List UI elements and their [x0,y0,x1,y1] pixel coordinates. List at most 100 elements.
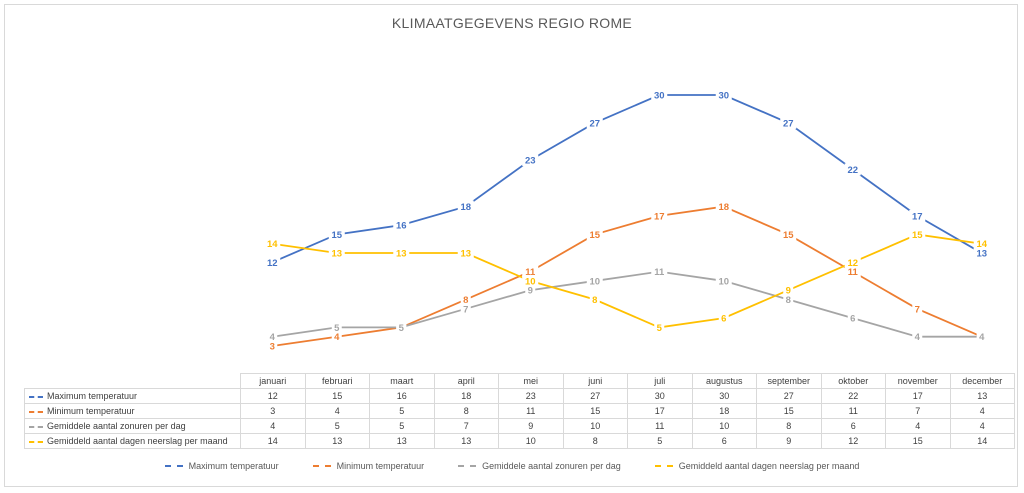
series-name: Maximum temperatuur [47,391,138,401]
svg-text:13: 13 [331,249,342,260]
svg-text:11: 11 [525,267,536,278]
legend-entry: Maximum temperatuur [164,461,279,471]
legend-label: Gemiddeld aantal dagen neerslag per maan… [678,461,860,471]
svg-text:8: 8 [463,295,468,306]
legend-key [654,465,673,467]
svg-text:7: 7 [915,304,920,315]
svg-text:10: 10 [589,276,600,287]
svg-text:8: 8 [592,295,597,306]
chart-title: KLIMAATGEGEVENS REGIO ROME [391,15,633,31]
table-cell: 11 [820,403,886,419]
data-label: 22 [844,163,861,176]
table-cell: 17 [627,403,693,419]
series-name-cell: Gemiddele aantal zonuren per dag [24,418,241,434]
data-table: januari februari maart april mei juni juli augu… [24,373,1015,449]
data-label: 4 [267,330,278,343]
data-label: 6 [718,312,729,325]
svg-text:4: 4 [334,332,340,343]
legend: Maximum temperatuur Minimum temperatuur Ge… [0,461,1024,471]
data-label: 5 [654,321,665,334]
svg-text:30: 30 [718,91,729,102]
legend-key [458,465,477,467]
svg-text:13: 13 [396,249,407,260]
data-label: 15 [909,228,926,241]
data-label: 30 [715,89,732,102]
svg-text:12: 12 [267,258,278,269]
table-cell: 15 [885,433,951,449]
table-cell: 13 [433,433,499,449]
data-label: 3 [267,340,278,353]
data-label: 10 [586,274,603,287]
table-header-row: januari februari maart april mei juni juli augu… [24,373,1015,389]
table-cell: 6 [820,418,886,434]
table-cell: 30 [627,388,693,404]
svg-text:15: 15 [589,230,600,241]
table-corner [24,373,241,389]
category-label: oktober [820,373,886,389]
category-label: augustus [691,373,757,389]
svg-text:16: 16 [396,221,407,232]
table-cell: 5 [369,418,435,434]
legend-entry: Minimum temperatuur [312,461,425,471]
table-cell: 5 [369,403,435,419]
data-label: 11 [651,265,668,278]
data-label: 13 [457,247,474,260]
svg-text:11: 11 [848,267,859,278]
legend-label: Minimum temperatuur [336,461,425,471]
legend-label: Gemiddele aantal zonuren per dag [482,461,621,471]
data-label: 8 [589,293,600,306]
table-cell: 16 [369,388,435,404]
table-cell: 27 [562,388,628,404]
svg-text:10: 10 [718,276,729,287]
svg-text:23: 23 [525,156,536,167]
table-cell: 11 [498,403,564,419]
table-cell: 4 [240,418,306,434]
svg-text:11: 11 [654,267,665,278]
svg-text:14: 14 [267,239,278,250]
svg-text:18: 18 [718,202,729,213]
category-label: januari [240,373,306,389]
table-cell: 5 [304,418,370,434]
series-line-4 [272,233,982,329]
svg-text:6: 6 [721,314,726,325]
svg-text:4: 4 [979,332,985,343]
data-label: 18 [715,200,732,213]
svg-text:4: 4 [270,332,276,343]
legend-key [29,410,43,413]
legend-key [164,465,183,467]
category-label: maart [369,373,435,389]
category-label: december [949,373,1015,389]
series-line-3 [272,270,982,338]
data-label: 7 [460,302,471,315]
data-label: 27 [586,116,603,129]
data-label: 14 [264,237,281,250]
table-cell: 7 [885,403,951,419]
svg-text:10: 10 [525,276,536,287]
svg-text:8: 8 [786,295,791,306]
series-line-2 [272,205,983,347]
data-label: 16 [393,219,410,232]
table-row: Maximum temperatuur 12 15 16 18 23 27 30 30 27 22 1… [24,388,1015,404]
data-label: 15 [328,228,345,241]
series-line-1 [271,94,983,264]
table-cell: 10 [498,433,564,449]
category-label: april [433,373,499,389]
legend-key [29,395,43,398]
legend-key [29,440,43,443]
data-label: 13 [393,247,410,260]
table-cell: 12 [820,433,886,449]
chart-frame [4,4,1018,487]
data-label: 5 [331,321,342,334]
table-cell: 8 [562,433,628,449]
svg-text:5: 5 [399,323,405,334]
table-cell: 13 [949,388,1015,404]
data-label: 8 [783,293,794,306]
svg-text:17: 17 [654,211,665,222]
table-row: Minimum temperatuur 3 4 5 8 11 15 17 18 15 11 7 4 [24,403,1015,419]
svg-text:15: 15 [912,230,923,241]
table-row: Gemiddele aantal zonuren per dag 4 5 5 7 9 10 1… [24,418,1015,434]
category-label: februari [304,373,370,389]
data-label: 12 [264,256,281,269]
table-cell: 4 [304,403,370,419]
